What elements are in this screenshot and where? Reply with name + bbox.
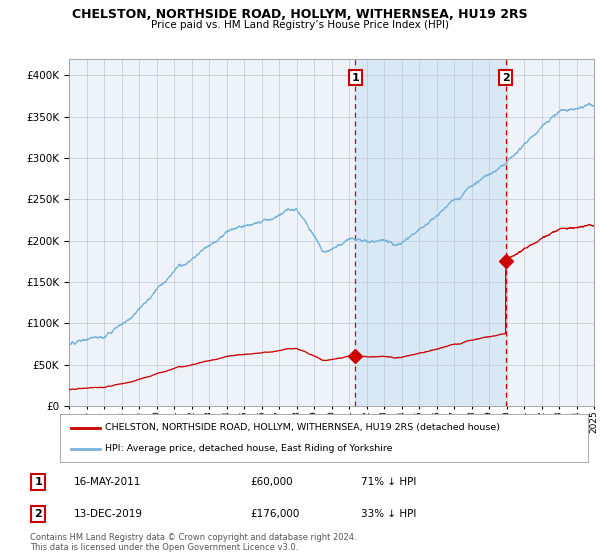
Text: 71% ↓ HPI: 71% ↓ HPI — [361, 477, 416, 487]
Text: Price paid vs. HM Land Registry’s House Price Index (HPI): Price paid vs. HM Land Registry’s House … — [151, 20, 449, 30]
Text: Contains HM Land Registry data © Crown copyright and database right 2024.: Contains HM Land Registry data © Crown c… — [30, 533, 356, 542]
Text: 1: 1 — [352, 73, 359, 83]
Text: 1: 1 — [34, 477, 42, 487]
Text: HPI: Average price, detached house, East Riding of Yorkshire: HPI: Average price, detached house, East… — [105, 444, 392, 453]
Text: CHELSTON, NORTHSIDE ROAD, HOLLYM, WITHERNSEA, HU19 2RS: CHELSTON, NORTHSIDE ROAD, HOLLYM, WITHER… — [72, 8, 528, 21]
Text: 16-MAY-2011: 16-MAY-2011 — [74, 477, 142, 487]
Text: 13-DEC-2019: 13-DEC-2019 — [74, 509, 143, 519]
Text: This data is licensed under the Open Government Licence v3.0.: This data is licensed under the Open Gov… — [30, 543, 298, 552]
Text: 33% ↓ HPI: 33% ↓ HPI — [361, 509, 416, 519]
Text: 2: 2 — [34, 509, 42, 519]
Bar — [355, 59, 506, 406]
Text: CHELSTON, NORTHSIDE ROAD, HOLLYM, WITHERNSEA, HU19 2RS (detached house): CHELSTON, NORTHSIDE ROAD, HOLLYM, WITHER… — [105, 423, 500, 432]
Text: £176,000: £176,000 — [251, 509, 300, 519]
Text: 2: 2 — [502, 73, 509, 83]
Text: £60,000: £60,000 — [251, 477, 293, 487]
